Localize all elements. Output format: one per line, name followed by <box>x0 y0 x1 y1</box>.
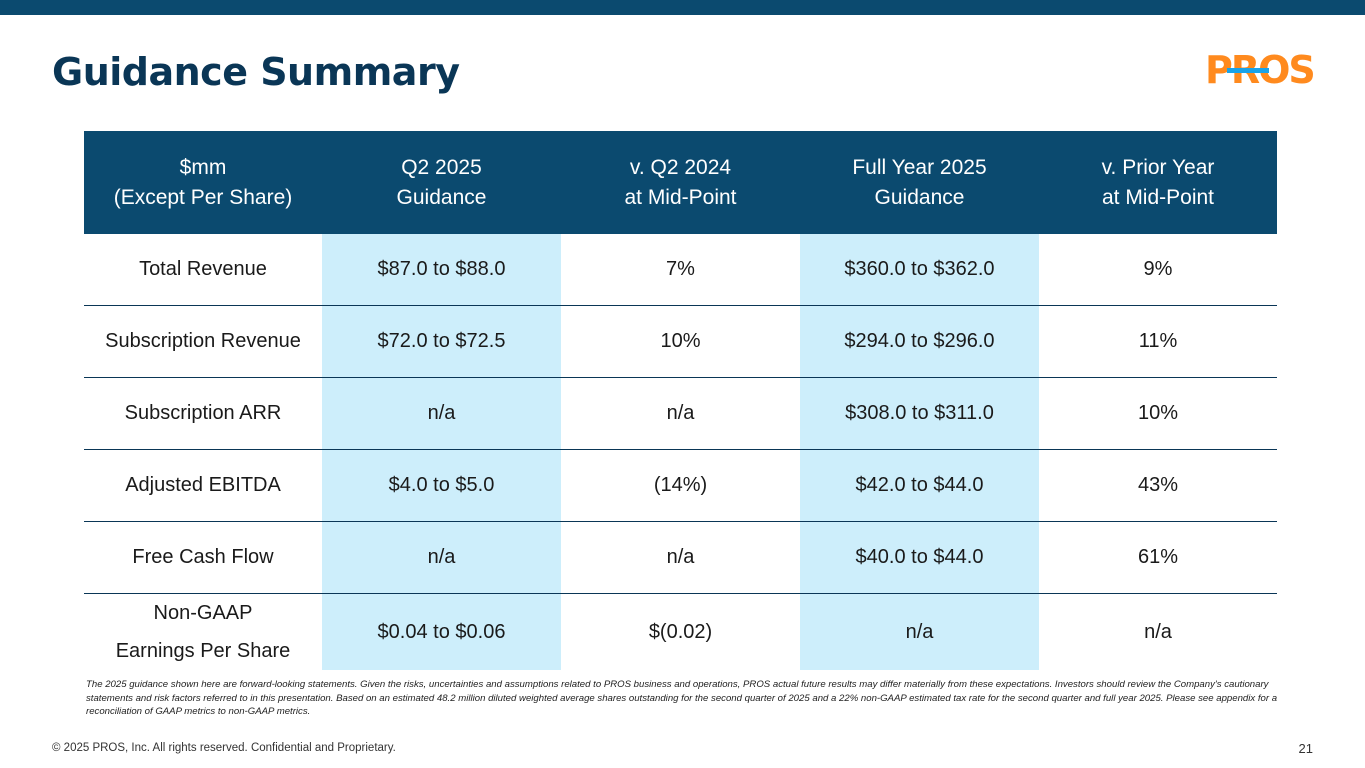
q2-guidance-value: $4.0 to $5.0 <box>322 449 561 522</box>
fy-guidance-value: $360.0 to $362.0 <box>800 234 1039 306</box>
table-row: Subscription Revenue $72.0 to $72.5 10% … <box>84 305 1277 378</box>
table-row: Free Cash Flow n/a n/a $40.0 to $44.0 61… <box>84 521 1277 594</box>
v-q2-2024-value: (14%) <box>561 449 800 522</box>
page-number: 21 <box>1298 741 1313 756</box>
v-prior-year-value: 11% <box>1039 305 1277 378</box>
q2-guidance-value: n/a <box>322 377 561 450</box>
table-row: Adjusted EBITDA $4.0 to $5.0 (14%) $42.0… <box>84 449 1277 522</box>
header-q2-guidance: Q2 2025 Guidance <box>322 131 561 234</box>
fy-guidance-value: $294.0 to $296.0 <box>800 305 1039 378</box>
fy-guidance-value: $42.0 to $44.0 <box>800 449 1039 522</box>
copyright-notice: © 2025 PROS, Inc. All rights reserved. C… <box>52 742 396 754</box>
header-metric: $mm (Except Per Share) <box>84 131 322 234</box>
metric-label: Adjusted EBITDA <box>84 449 322 522</box>
pros-logo: PROS <box>1205 52 1315 86</box>
metric-label-line1: Non-GAAP <box>153 602 253 624</box>
q2-guidance-value: $72.0 to $72.5 <box>322 305 561 378</box>
metric-label-line2: Earnings Per Share <box>115 640 291 662</box>
table-row: Non-GAAP Earnings Per Share $0.04 to $0.… <box>84 593 1277 671</box>
v-prior-year-value: 61% <box>1039 521 1277 594</box>
metric-label: Total Revenue <box>84 234 322 306</box>
table-header-row: $mm (Except Per Share) Q2 2025 Guidance v.… <box>84 131 1277 234</box>
v-prior-year-value: 9% <box>1039 234 1277 306</box>
forward-looking-disclaimer: The 2025 guidance shown here are forward… <box>86 679 1278 717</box>
fy-guidance-value: $308.0 to $311.0 <box>800 377 1039 450</box>
slide-title: Guidance Summary <box>52 50 460 94</box>
q2-guidance-value: $87.0 to $88.0 <box>322 234 561 306</box>
v-q2-2024-value: n/a <box>561 521 800 594</box>
fy-guidance-value: n/a <box>800 593 1039 670</box>
logo-stripe <box>1227 68 1269 73</box>
v-prior-year-value: 10% <box>1039 377 1277 450</box>
table-row: Total Revenue $87.0 to $88.0 7% $360.0 t… <box>84 234 1277 306</box>
header-v-q2-2024: v. Q2 2024 at Mid-Point <box>561 131 800 234</box>
guidance-table: $mm (Except Per Share) Q2 2025 Guidance v.… <box>84 131 1277 670</box>
header-fy-guidance: Full Year 2025 Guidance <box>800 131 1039 234</box>
metric-label: Free Cash Flow <box>84 521 322 594</box>
v-q2-2024-value: 10% <box>561 305 800 378</box>
v-prior-year-value: n/a <box>1144 620 1172 643</box>
header-v-prior-year: v. Prior Year at Mid-Point <box>1039 131 1277 234</box>
metric-label: Non-GAAP Earnings Per Share <box>84 594 322 671</box>
q2-guidance-value: n/a <box>322 521 561 594</box>
fy-guidance-value: $40.0 to $44.0 <box>800 521 1039 594</box>
metric-label: Subscription ARR <box>84 377 322 450</box>
q2-guidance-value: $0.04 to $0.06 <box>322 593 561 670</box>
top-accent-bar <box>0 0 1365 15</box>
v-prior-year-value: 43% <box>1039 449 1277 522</box>
v-q2-2024-value: $(0.02) <box>648 620 713 643</box>
metric-label: Subscription Revenue <box>84 305 322 378</box>
v-q2-2024-value: n/a <box>561 377 800 450</box>
table-row: Subscription ARR n/a n/a $308.0 to $311.… <box>84 377 1277 450</box>
v-q2-2024-value: 7% <box>561 234 800 306</box>
